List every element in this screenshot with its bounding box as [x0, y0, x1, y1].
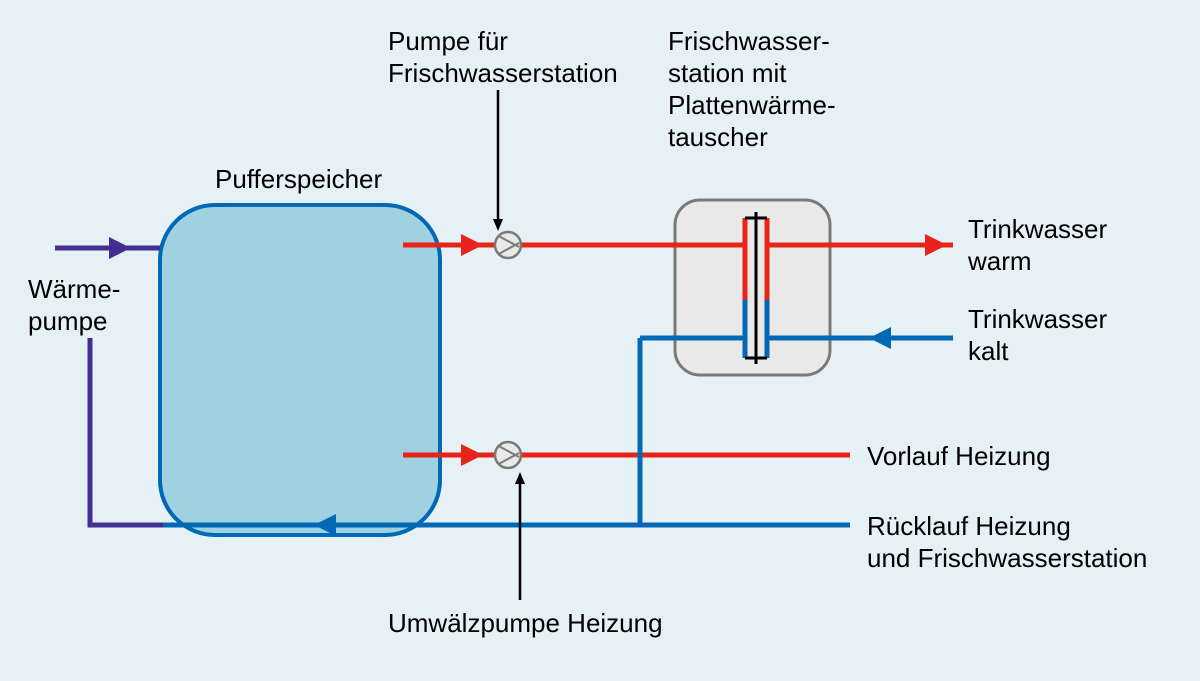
heating-schematic-diagram: Wärme-pumpePufferspeicherPumpe fürFrisch…: [0, 0, 1200, 681]
label-fws-station: tauscher: [668, 122, 768, 152]
label-ruecklauf: Rücklauf Heizung: [867, 511, 1071, 541]
label-trinkwasser-kalt: Trinkwasser: [968, 304, 1108, 334]
label-trinkwasser-warm: Trinkwasser: [968, 214, 1108, 244]
label-trinkwasser-kalt: kalt: [968, 336, 1009, 366]
label-fws-station: station mit: [668, 58, 787, 88]
label-pump-fws: Pumpe für: [388, 26, 508, 56]
label-pump-fws: Frischwasserstation: [388, 58, 618, 88]
buffer-tank: [160, 205, 440, 535]
label-waermepumpe: Wärme-: [28, 274, 120, 304]
label-trinkwasser-warm: warm: [967, 246, 1032, 276]
label-waermepumpe: pumpe: [28, 306, 108, 336]
label-vorlauf: Vorlauf Heizung: [867, 441, 1051, 471]
label-fws-station: Plattenwärme-: [668, 90, 836, 120]
label-fws-station: Frischwasser-: [668, 26, 830, 56]
label-umwaelzpumpe: Umwälzpumpe Heizung: [388, 608, 663, 638]
label-pufferspeicher: Pufferspeicher: [215, 164, 383, 194]
label-ruecklauf: und Frischwasserstation: [867, 543, 1147, 573]
heat-exchanger: [675, 200, 830, 375]
